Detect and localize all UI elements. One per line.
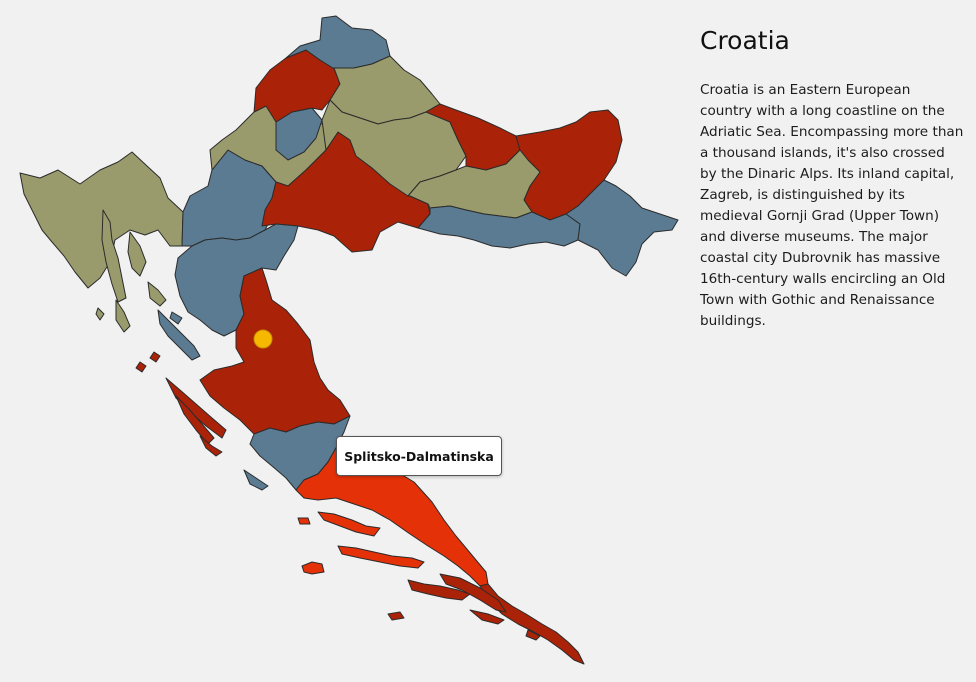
island-solta[interactable] xyxy=(297,517,311,525)
region-tooltip: Splitsko-Dalmatinska xyxy=(336,436,502,476)
location-marker[interactable] xyxy=(253,329,273,349)
county-dubrovacko-neretvanska[interactable] xyxy=(479,583,585,665)
island-krk[interactable] xyxy=(127,231,147,277)
island-small-4[interactable] xyxy=(135,361,147,373)
island-elafiti[interactable] xyxy=(525,629,541,641)
island-brac[interactable] xyxy=(317,511,381,537)
tooltip-label: Splitsko-Dalmatinska xyxy=(344,448,494,464)
island-dugi-otok[interactable] xyxy=(175,395,215,445)
island-hvar[interactable] xyxy=(337,545,425,569)
island-vis[interactable] xyxy=(301,561,325,575)
croatia-county-map xyxy=(19,15,679,665)
county-varazdinska[interactable] xyxy=(285,15,391,71)
island-lastovo[interactable] xyxy=(387,611,405,621)
island-small-1[interactable] xyxy=(95,307,105,321)
island-peljesac[interactable] xyxy=(439,573,507,613)
country-title: Croatia xyxy=(700,26,790,55)
island-rab[interactable] xyxy=(147,281,167,307)
island-losinj[interactable] xyxy=(115,299,131,333)
country-description: Croatia is an Eastern European country w… xyxy=(700,82,964,329)
island-cres[interactable] xyxy=(101,209,127,303)
county-istarska[interactable] xyxy=(19,151,184,289)
island-small-2[interactable] xyxy=(169,311,183,325)
island-small-3[interactable] xyxy=(149,351,161,363)
island-mljet[interactable] xyxy=(469,609,505,625)
island-pag[interactable] xyxy=(157,309,201,361)
island-korcula[interactable] xyxy=(407,579,471,601)
county-vukovarsko-srijemska[interactable] xyxy=(565,179,679,277)
island-sibenik[interactable] xyxy=(243,469,269,491)
island-kornati[interactable] xyxy=(199,435,223,457)
